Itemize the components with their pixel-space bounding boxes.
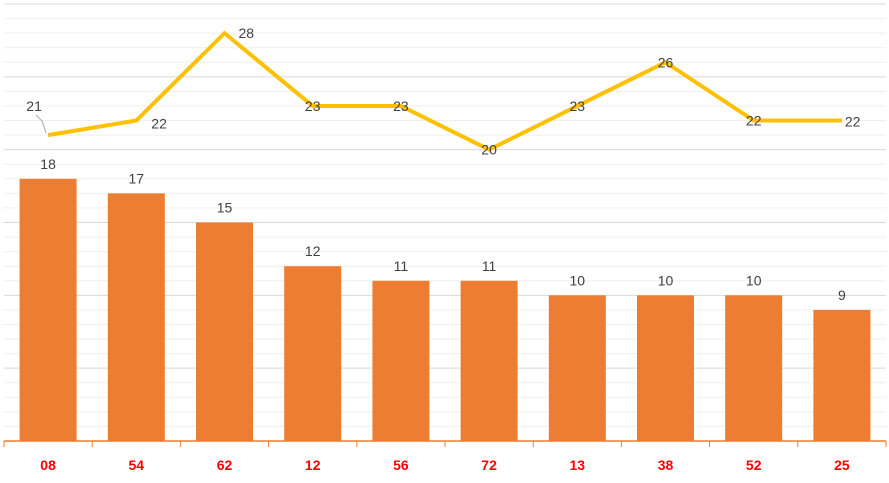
- line-data-label: 23: [570, 98, 586, 114]
- bar-data-label: 15: [217, 200, 233, 216]
- line-data-label: 22: [845, 114, 861, 130]
- x-tick-label: 13: [570, 457, 586, 473]
- x-tick-label: 72: [481, 457, 497, 473]
- x-tick-label: 62: [217, 457, 233, 473]
- x-axis: [3, 440, 887, 447]
- bar-data-label: 11: [482, 258, 497, 274]
- x-tick-label: 12: [305, 457, 321, 473]
- bar: [196, 222, 253, 441]
- x-tick-label: 52: [746, 457, 762, 473]
- x-tick-label: 54: [129, 457, 145, 473]
- line-data-label: 22: [151, 116, 167, 132]
- x-tick-label: 25: [834, 457, 850, 473]
- bar: [460, 280, 518, 441]
- line-data-label: 28: [239, 25, 255, 41]
- bar-data-label: 18: [40, 156, 56, 172]
- line-data-labels: 21 22 28 23 23 20 23 26 22 22: [26, 25, 860, 158]
- bar-data-label: 11: [394, 258, 409, 274]
- x-tick-label: 38: [658, 457, 674, 473]
- bar-data-label: 12: [305, 243, 321, 259]
- bar: [548, 295, 606, 441]
- bar: [372, 280, 430, 441]
- bar-series: [19, 178, 871, 442]
- leader-line: [35, 114, 47, 134]
- line-data-label: 21: [26, 98, 42, 114]
- x-tick-label: 56: [393, 457, 409, 473]
- line-data-label: 23: [305, 98, 321, 114]
- line-data-label: 23: [393, 98, 409, 114]
- bar: [637, 295, 694, 441]
- x-tick-label: 08: [40, 457, 56, 473]
- bar: [284, 266, 342, 441]
- line-series: [47, 30, 843, 152]
- line-data-label: 20: [481, 142, 497, 158]
- line-series-path: [47, 30, 842, 152]
- bar-data-label: 10: [658, 272, 674, 288]
- bar-data-labels: 18 17 15 12 11 11 10 10 10 9: [40, 156, 846, 303]
- bar-data-label: 17: [129, 170, 145, 186]
- bar-data-label: 10: [746, 272, 762, 288]
- line-data-label: 22: [746, 113, 762, 129]
- line-data-label: 26: [658, 54, 674, 70]
- bar-data-label: 10: [570, 272, 586, 288]
- bar: [107, 193, 165, 441]
- x-tick-labels: 08 54 62 12 56 72 13 38 52 25: [40, 457, 850, 473]
- bar-data-label: 9: [838, 287, 846, 303]
- bar: [725, 295, 783, 441]
- bar: [813, 309, 871, 441]
- bar: [19, 178, 77, 442]
